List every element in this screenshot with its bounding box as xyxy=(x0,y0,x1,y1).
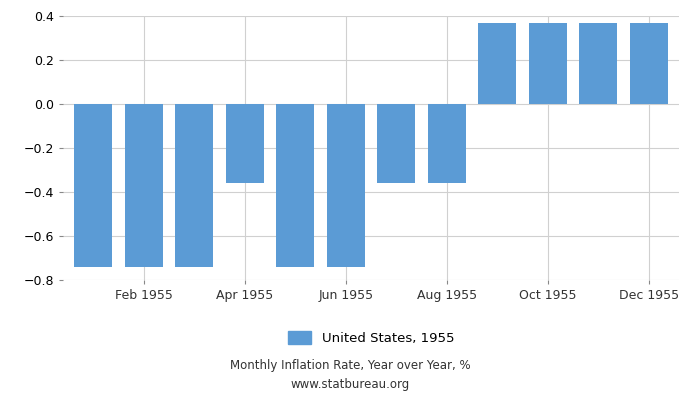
Bar xyxy=(226,104,264,183)
Bar xyxy=(580,22,617,104)
Bar xyxy=(74,104,112,267)
Bar xyxy=(377,104,415,183)
Bar xyxy=(630,22,668,104)
Legend: United States, 1955: United States, 1955 xyxy=(282,326,460,350)
Bar xyxy=(478,22,516,104)
Bar xyxy=(175,104,214,267)
Bar xyxy=(528,22,567,104)
Text: Monthly Inflation Rate, Year over Year, %: Monthly Inflation Rate, Year over Year, … xyxy=(230,360,470,372)
Bar xyxy=(276,104,314,267)
Bar xyxy=(125,104,162,267)
Text: www.statbureau.org: www.statbureau.org xyxy=(290,378,410,391)
Bar xyxy=(428,104,466,183)
Bar xyxy=(327,104,365,267)
